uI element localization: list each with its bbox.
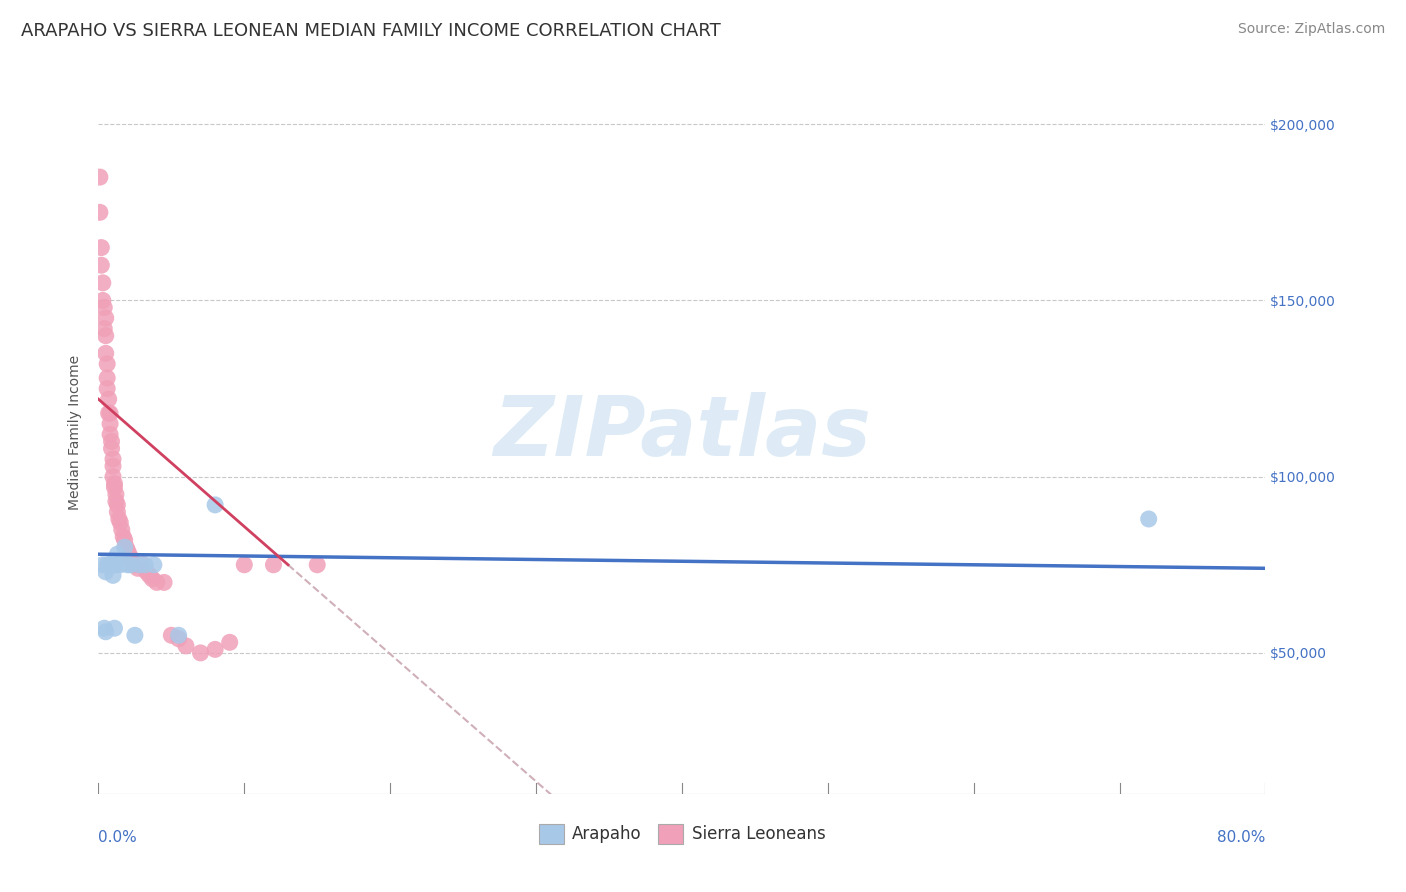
Point	[153, 575, 176, 590]
Point	[94, 328, 117, 343]
Point	[100, 434, 122, 449]
Point	[96, 558, 118, 572]
Text: 0.0%: 0.0%	[98, 830, 138, 845]
Point	[117, 558, 139, 572]
Point	[307, 558, 329, 572]
Text: 80.0%: 80.0%	[1218, 830, 1265, 845]
Point	[101, 469, 124, 483]
Point	[94, 346, 117, 360]
Point	[167, 632, 190, 646]
Point	[115, 540, 138, 554]
Point	[120, 558, 142, 572]
Point	[104, 487, 127, 501]
Point	[114, 533, 136, 548]
Point	[97, 392, 120, 406]
Point	[101, 452, 124, 467]
Point	[111, 523, 134, 537]
Point	[103, 621, 125, 635]
Point	[98, 558, 121, 572]
Point	[110, 558, 132, 572]
Point	[96, 357, 118, 371]
Point	[110, 516, 132, 530]
Point	[94, 311, 117, 326]
Point	[160, 628, 183, 642]
Point	[204, 642, 226, 657]
Point	[131, 558, 153, 572]
Point	[96, 371, 118, 385]
Point	[124, 628, 146, 642]
Text: Source: ZipAtlas.com: Source: ZipAtlas.com	[1237, 22, 1385, 37]
Point	[93, 621, 115, 635]
Point	[94, 624, 117, 639]
Point	[98, 427, 121, 442]
Point	[105, 498, 128, 512]
Point	[103, 476, 125, 491]
Point	[138, 568, 160, 582]
Point	[89, 205, 111, 219]
Point	[114, 540, 136, 554]
Point	[167, 628, 190, 642]
Point	[121, 554, 143, 568]
Point	[100, 442, 122, 456]
Point	[108, 512, 131, 526]
Text: ZIPatlas: ZIPatlas	[494, 392, 870, 473]
Point	[233, 558, 256, 572]
Text: ARAPAHO VS SIERRA LEONEAN MEDIAN FAMILY INCOME CORRELATION CHART: ARAPAHO VS SIERRA LEONEAN MEDIAN FAMILY …	[21, 22, 721, 40]
Point	[103, 480, 125, 494]
Point	[91, 293, 114, 308]
Point	[96, 382, 118, 396]
Point	[124, 558, 146, 572]
Point	[204, 498, 226, 512]
Point	[134, 558, 156, 572]
Point	[101, 568, 124, 582]
Point	[89, 170, 111, 185]
Point	[104, 494, 127, 508]
Point	[146, 575, 169, 590]
Point	[91, 558, 114, 572]
Point	[1137, 512, 1160, 526]
Point	[97, 406, 120, 420]
Point	[142, 558, 165, 572]
Point	[174, 639, 197, 653]
Point	[105, 547, 128, 561]
Point	[97, 558, 120, 572]
Point	[98, 417, 121, 431]
Point	[120, 550, 142, 565]
Point	[91, 276, 114, 290]
Point	[98, 406, 121, 420]
Point	[105, 505, 128, 519]
Point	[190, 646, 212, 660]
Point	[101, 459, 124, 474]
Point	[100, 558, 122, 572]
Point	[218, 635, 240, 649]
Point	[112, 530, 135, 544]
Point	[104, 558, 127, 572]
Point	[117, 543, 139, 558]
Point	[141, 572, 163, 586]
Point	[93, 321, 115, 335]
Point	[262, 558, 284, 572]
Point	[127, 561, 149, 575]
Point	[94, 565, 117, 579]
Point	[118, 547, 141, 561]
Point	[90, 241, 112, 255]
Legend: Arapaho, Sierra Leoneans: Arapaho, Sierra Leoneans	[531, 817, 832, 851]
Point	[90, 258, 112, 272]
Point	[135, 565, 157, 579]
Point	[93, 301, 115, 315]
Point	[111, 554, 134, 568]
Point	[128, 558, 150, 572]
Y-axis label: Median Family Income: Median Family Income	[69, 355, 83, 510]
